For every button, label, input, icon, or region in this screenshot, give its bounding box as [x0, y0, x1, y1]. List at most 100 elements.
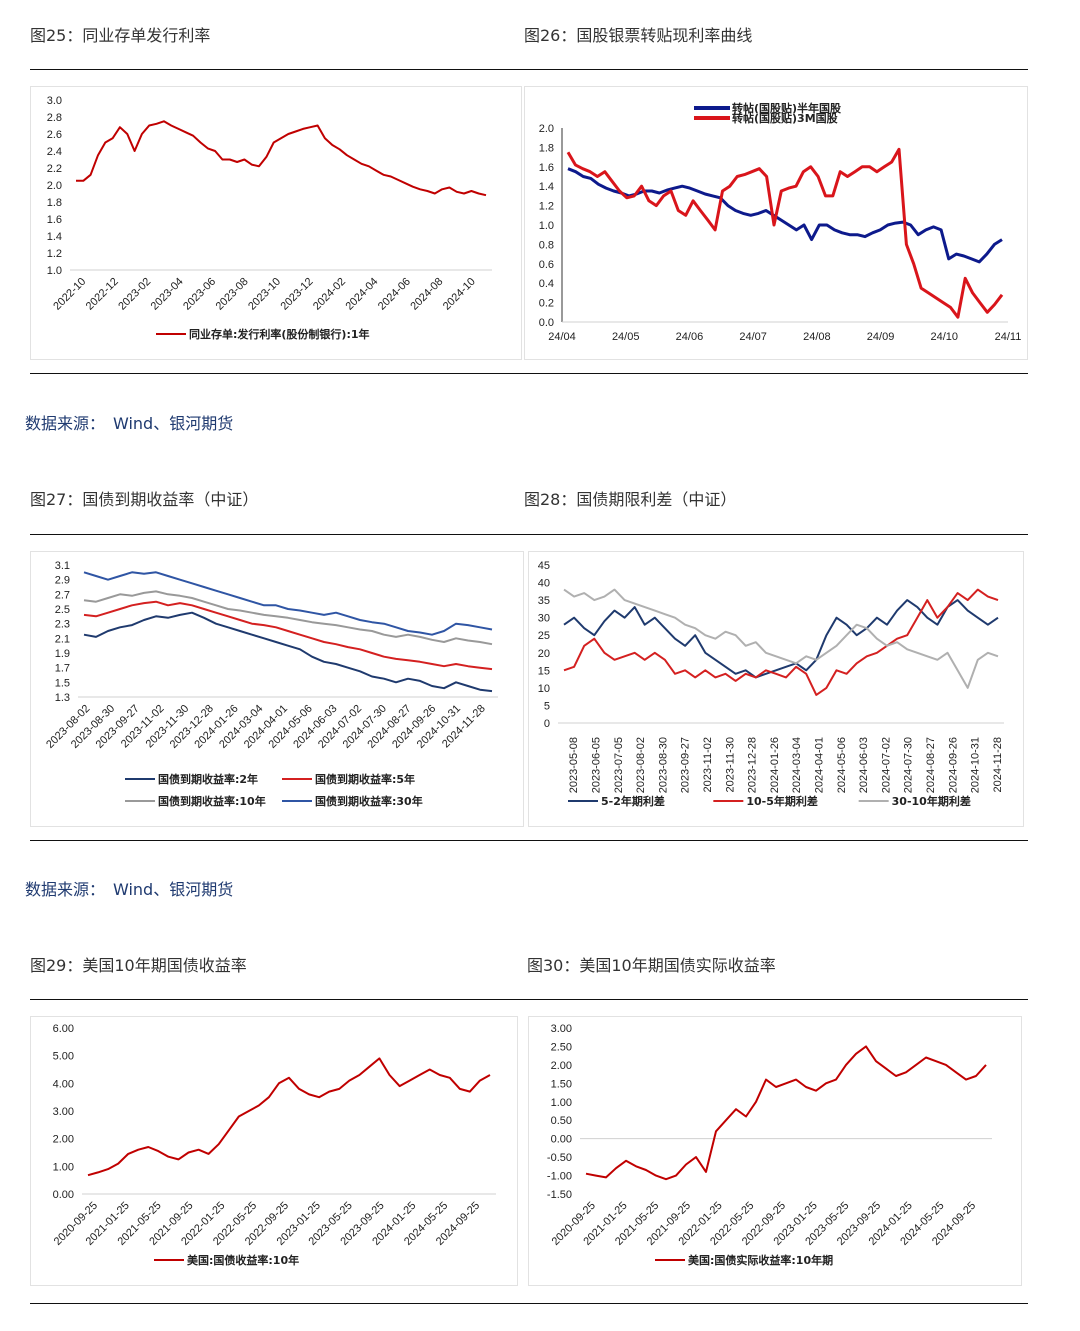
- fig27-frame: [30, 551, 524, 827]
- fig30-svg: 3.00 2.50 2.00 1.50 1.00 0.50 0.00 -0.50 -1.00 -1…: [528, 1016, 1022, 1286]
- fig28-xtick: 2023-07-05: [613, 737, 625, 793]
- section2-source: 数据来源： Wind、银河期货: [25, 880, 234, 899]
- fig25-ytick: 1.0: [47, 265, 62, 277]
- fig28-xtick: 2023-11-30: [724, 737, 736, 792]
- fig27-caption: 图27：国债到期收益率（中证）: [30, 490, 259, 509]
- fig27-ytick: 1.9: [55, 648, 70, 660]
- fig28-xtick: 2024-01-26: [769, 737, 781, 793]
- fig29-chart: 6.00 5.00 4.00 3.00 2.00 1.00 0.00 2020-09-25 20…: [30, 1016, 518, 1286]
- fig29-caption: 图29：美国10年期国债收益率: [30, 956, 247, 975]
- fig28-ytick: 0: [544, 718, 550, 730]
- fig28-xtick: 2023-06-05: [590, 737, 602, 793]
- fig26-xtick: 24/08: [803, 331, 831, 343]
- fig26-caption: 图26：国股银票转贴现利率曲线: [524, 26, 753, 45]
- fig30-chart: 3.00 2.50 2.00 1.50 1.00 0.50 0.00 -0.50 -1.00 -1…: [528, 1016, 1022, 1286]
- fig25-ytick: 1.6: [47, 214, 62, 226]
- fig28-chart: 45 40 35 30 25 20 15 10 5 0 2023-05-08 2023-06-05 20…: [528, 551, 1024, 827]
- fig28-svg: 45 40 35 30 25 20 15 10 5 0 2023-05-08 2023-06-05 20…: [528, 551, 1024, 827]
- fig30-ytick: -0.50: [547, 1152, 572, 1164]
- fig27-chart: 3.1 2.9 2.7 2.5 2.3 2.1 1.9 1.7 1.5 1.3 2023-08-02…: [30, 551, 524, 827]
- fig28-xtick: 2024-04-01: [813, 737, 825, 793]
- fig27-ytick: 1.3: [55, 692, 70, 704]
- fig25-chart: 3.0 2.8 2.6 2.4 2.2 2.0 1.8 1.6 1.4 1.2 1.0 2022-10…: [30, 86, 522, 360]
- fig27-ytick: 3.1: [55, 560, 70, 572]
- fig27-series-line-4: [83, 571, 493, 636]
- fig27-legend-label: 国债到期收益率:10年: [158, 794, 266, 808]
- fig30-caption: 图30：美国10年期国债实际收益率: [527, 956, 776, 975]
- fig29-svg: 6.005.004.003.002.001.000.002020-09-2520…: [30, 1016, 518, 1286]
- fig28-xtick: 2024-07-30: [903, 737, 915, 793]
- fig30-ytick: 0.50: [551, 1115, 572, 1127]
- fig27-series-line-1: [83, 611, 493, 693]
- fig28-ytick: 30: [538, 613, 550, 625]
- fig29-ytick: 5.00: [53, 1051, 74, 1063]
- fig26-ytick: 1.6: [539, 162, 554, 174]
- fig26-ytick: 1.2: [539, 201, 554, 213]
- fig28-legend-label: 30-10年期利差: [892, 794, 971, 808]
- fig30-ytick: 2.50: [551, 1041, 572, 1053]
- fig29-frame: [30, 1016, 518, 1286]
- fig27-ytick: 1.5: [55, 677, 70, 689]
- fig28-legend-label: 5-2年期利差: [601, 794, 665, 808]
- fig26-legend-label: 转帖(国股贴)半年国股: [732, 101, 842, 115]
- fig28-xtick: 2024-06-03: [858, 737, 870, 793]
- fig26-xtick: 24/10: [931, 331, 959, 343]
- fig28-series-line-1: [563, 599, 999, 679]
- fig27-series-line-2: [83, 600, 493, 671]
- fig28-xtick: 2024-08-27: [925, 737, 937, 793]
- fig27-ytick: 2.5: [55, 604, 70, 616]
- fig29-legend-label: 美国:国债收益率:10年: [187, 1253, 299, 1267]
- fig30-ytick: 3.00: [551, 1023, 572, 1035]
- fig28-legend-label: 10-5年期利差: [746, 794, 818, 808]
- fig28-xtick: 2023-09-27: [680, 737, 692, 793]
- fig30-ytick: 0.00: [551, 1134, 572, 1146]
- fig28-series-line-2: [563, 588, 999, 696]
- fig26-ytick: 0.8: [539, 239, 554, 251]
- fig26-xtick: 24/05: [612, 331, 640, 343]
- fig26-chart: 2.0 1.8 1.6 1.4 1.2 1.0 0.8 0.6 0.4 0.2 0.0 24/04 24…: [524, 86, 1028, 360]
- fig30-legend-label: 美国:国债实际收益率:10年期: [688, 1253, 833, 1267]
- fig26-xtick: 24/09: [867, 331, 895, 343]
- fig26-legend-label: 转帖(国股贴)3M国股: [732, 111, 839, 125]
- fig28-ytick: 35: [538, 595, 550, 607]
- section2-bottom-rule: [30, 840, 1028, 841]
- fig26-ytick: 0.4: [539, 278, 554, 290]
- fig28-caption: 图28：国债期限利差（中证）: [524, 490, 737, 509]
- fig28-xtick: 2023-08-02: [635, 737, 647, 793]
- fig27-svg: 3.12.92.72.52.32.11.91.71.51.32023-08-02…: [30, 551, 524, 827]
- fig26-xtick: 24/11: [995, 331, 1022, 343]
- fig25-frame: [30, 86, 522, 360]
- fig26-series-line-1: [567, 167, 1003, 264]
- fig25-ytick: 1.2: [47, 248, 62, 260]
- section1-source: 数据来源： Wind、银河期货: [25, 414, 234, 433]
- section1-bottom-rule: [30, 373, 1028, 374]
- fig28-ytick: 25: [538, 630, 550, 642]
- fig28-xtick: 2024-10-31: [970, 737, 982, 793]
- fig26-svg: 2.0 1.8 1.6 1.4 1.2 1.0 0.8 0.6 0.4 0.2 0.0 24/04 24…: [524, 86, 1028, 360]
- fig25-ytick: 2.4: [47, 146, 62, 158]
- fig29-ytick: 1.00: [53, 1161, 74, 1173]
- fig26-ytick: 1.8: [539, 142, 554, 154]
- fig30-ytick: 1.00: [551, 1097, 572, 1109]
- fig28-xtick: 2023-08-30: [657, 737, 669, 793]
- fig28-series-line-3: [563, 588, 999, 689]
- fig25-caption: 图25：同业存单发行利率: [30, 26, 211, 45]
- fig27-ytick: 2.7: [55, 589, 70, 601]
- fig25-ytick: 2.2: [47, 163, 62, 175]
- fig26-frame: [524, 86, 1028, 360]
- fig27-legend-label: 国债到期收益率:2年: [158, 772, 258, 786]
- fig30-ytick: -1.50: [547, 1189, 572, 1201]
- fig27-legend-label: 国债到期收益率:5年: [315, 772, 415, 786]
- fig27-ytick: 2.1: [55, 633, 70, 645]
- fig25-ytick: 1.8: [47, 197, 62, 209]
- fig30-ytick: -1.00: [547, 1171, 572, 1183]
- fig30-ytick: 1.50: [551, 1078, 572, 1090]
- fig28-xtick: 2024-03-04: [791, 737, 803, 793]
- fig30-frame: [528, 1016, 1022, 1286]
- fig25-ytick: 1.4: [47, 231, 62, 243]
- fig28-xtick: 2023-11-02: [702, 737, 714, 792]
- fig29-ytick: 4.00: [53, 1078, 74, 1090]
- fig29-ytick: 6.00: [53, 1023, 74, 1035]
- section2-top-rule: [30, 534, 1028, 535]
- fig28-ytick: 40: [538, 578, 550, 590]
